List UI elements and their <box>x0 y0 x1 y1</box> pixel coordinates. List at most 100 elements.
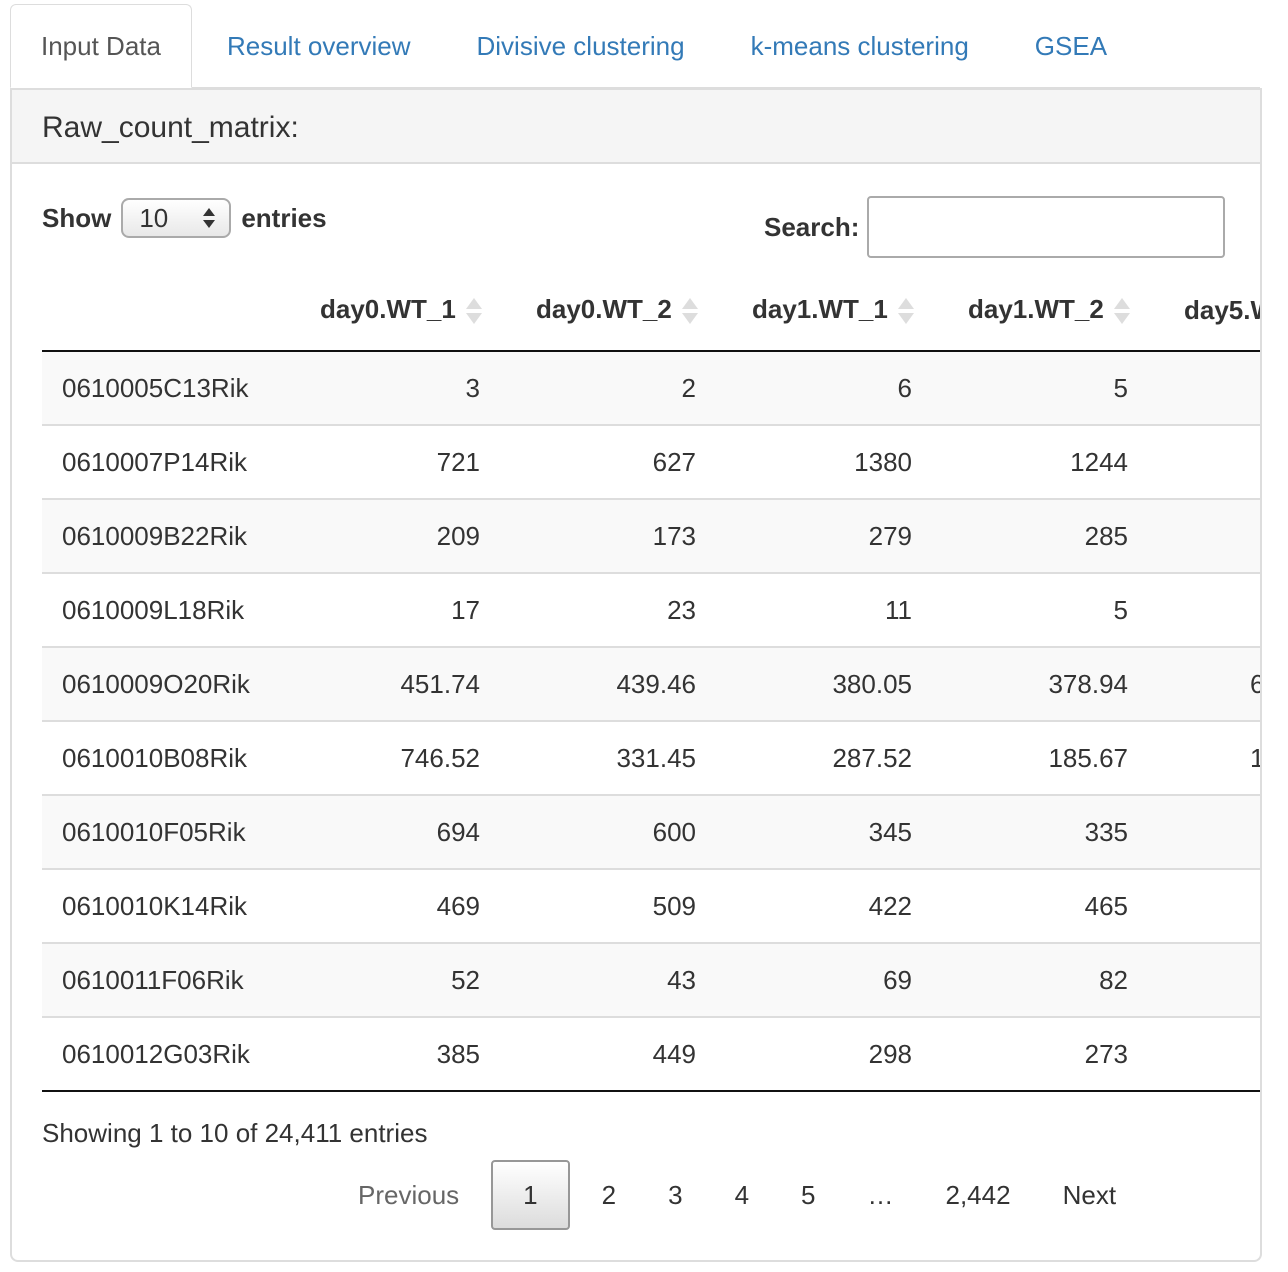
cell: 69 <box>734 942 950 1017</box>
cell: 68 <box>1166 646 1260 721</box>
tab-bar: Input Data Result overview Divisive cluste… <box>10 4 1260 89</box>
row-name: 0610010F05Rik <box>42 794 302 869</box>
table-row: 0610009L18Rik 17 23 11 5 <box>42 572 1260 647</box>
cell: 378.94 <box>950 646 1166 721</box>
tab[interactable]: GSEA <box>1034 31 1108 61</box>
table-row: 0610007P14Rik 721 627 1380 1244 <box>42 424 1260 499</box>
table-row: 0610005C13Rik 3 2 6 5 <box>42 351 1260 425</box>
cell: 465 <box>950 868 1166 943</box>
panel: Raw_count_matrix: Show 10 entries Search… <box>10 88 1262 1262</box>
cell: 746.52 <box>302 720 518 795</box>
cell: 279 <box>734 498 950 573</box>
column-header[interactable]: day0.WT_1 <box>302 270 518 352</box>
page-button[interactable]: 4 <box>734 1180 750 1210</box>
sort-icon <box>681 296 698 326</box>
cell: 17 <box>302 572 518 647</box>
cell: 449 <box>518 1016 734 1092</box>
row-name: 0610010B08Rik <box>42 720 302 795</box>
previous-button[interactable]: Previous <box>358 1180 460 1210</box>
cell: 509 <box>518 868 734 943</box>
table-row: 0610011F06Rik 52 43 69 82 <box>42 942 1260 1017</box>
cell: 439.46 <box>518 646 734 721</box>
table-row: 0610010K14Rik 469 509 422 465 <box>42 868 1260 943</box>
length-label: Show <box>42 202 112 233</box>
cell: 298 <box>734 1016 950 1092</box>
cell: 17 <box>1166 720 1260 795</box>
cell <box>1166 424 1260 499</box>
cell: 721 <box>302 424 518 499</box>
column-label: day0.WT_1 <box>320 293 456 324</box>
cell: 335 <box>950 794 1166 869</box>
page-button[interactable]: 3 <box>668 1180 683 1210</box>
cell: 627 <box>518 424 734 499</box>
page-button[interactable]: 1 <box>491 1160 570 1230</box>
tab[interactable]: k-means clustering <box>750 31 969 61</box>
cell: 1380 <box>734 424 950 499</box>
cell: 1244 <box>950 424 1166 499</box>
panel-title: Raw_count_matrix: <box>12 88 1260 164</box>
table-row: 0610012G03Rik 385 449 298 273 <box>42 1016 1260 1092</box>
cell: 469 <box>302 868 518 943</box>
page-button[interactable]: 2 <box>601 1180 617 1210</box>
cell: 422 <box>734 868 950 943</box>
next-button[interactable]: Next <box>1062 1180 1117 1210</box>
length-menu: Show 10 entries <box>42 196 327 240</box>
table-wrapper: day0.WT_1 day0.WT_2 day1.WT_1 day1.WT_2 day5… <box>42 270 1260 1092</box>
cell: 287.52 <box>734 720 950 795</box>
column-header[interactable]: day5.WT <box>1166 270 1260 352</box>
column-header[interactable]: day1.WT_2 <box>950 270 1166 352</box>
page-button[interactable]: 5 <box>801 1180 816 1210</box>
search-input[interactable] <box>867 196 1226 258</box>
row-name: 0610010K14Rik <box>42 868 302 943</box>
table-row: 0610009B22Rik 209 173 279 285 <box>42 498 1260 573</box>
cell: 5 <box>1113 372 1128 403</box>
row-name: 0610009L18Rik <box>42 572 302 647</box>
tab[interactable]: Result overview <box>226 31 411 61</box>
cell: 285 <box>950 498 1166 573</box>
length-label: entries <box>241 202 327 233</box>
row-name: 0610009B22Rik <box>42 498 302 573</box>
cell <box>1166 942 1260 1017</box>
table-row: 0610010F05Rik 694 600 345 335 <box>42 794 1260 869</box>
cell: 5 <box>950 572 1166 647</box>
cell <box>1166 794 1260 869</box>
cell: 82 <box>950 942 1166 1017</box>
search-label: Search: <box>764 211 860 242</box>
cell: 185.67 <box>950 720 1166 795</box>
column-header[interactable]: day1.WT_1 <box>734 270 950 352</box>
pagination: Previous 1 2 3 4 5 … 2,442 Next <box>332 1160 1142 1230</box>
cell: 385 <box>302 1016 518 1092</box>
sort-icon <box>1113 296 1130 326</box>
cell: 23 <box>518 572 734 647</box>
cell: 43 <box>518 942 734 1017</box>
column-header[interactable]: day0.WT_2 <box>518 270 734 352</box>
cell <box>1166 1016 1260 1092</box>
search: Search: <box>764 196 1226 258</box>
data-table: day0.WT_1 day0.WT_2 day1.WT_1 day1.WT_2 day5… <box>42 270 1260 1092</box>
row-name: 0610005C13Rik <box>62 372 249 403</box>
tab[interactable]: Divisive clustering <box>476 31 685 61</box>
cell: 52 <box>302 942 518 1017</box>
row-name: 0610011F06Rik <box>42 942 302 1017</box>
cell: 11 <box>734 572 950 647</box>
cell: 380.05 <box>734 646 950 721</box>
cell: 209 <box>302 498 518 573</box>
cell <box>1166 351 1260 425</box>
cell <box>1166 572 1260 647</box>
cell: 273 <box>950 1016 1166 1092</box>
sort-icon <box>465 296 482 326</box>
tab[interactable]: Input Data <box>10 4 192 88</box>
length-select[interactable]: 10 <box>121 198 232 238</box>
page-button[interactable]: … <box>867 1180 894 1210</box>
column-label: day1.WT_2 <box>968 293 1104 324</box>
cell: 694 <box>302 794 518 869</box>
cell: 6 <box>897 372 912 403</box>
cell: 2 <box>681 372 696 403</box>
table-body: 0610005C13Rik 3 2 6 5 0610007P14Rik 721 627 1380… <box>42 351 1260 1092</box>
header-row: day0.WT_1 day0.WT_2 day1.WT_1 day1.WT_2 day5… <box>42 270 1260 352</box>
page-button[interactable]: 2,442 <box>945 1180 1011 1210</box>
cell: 3 <box>465 372 480 403</box>
